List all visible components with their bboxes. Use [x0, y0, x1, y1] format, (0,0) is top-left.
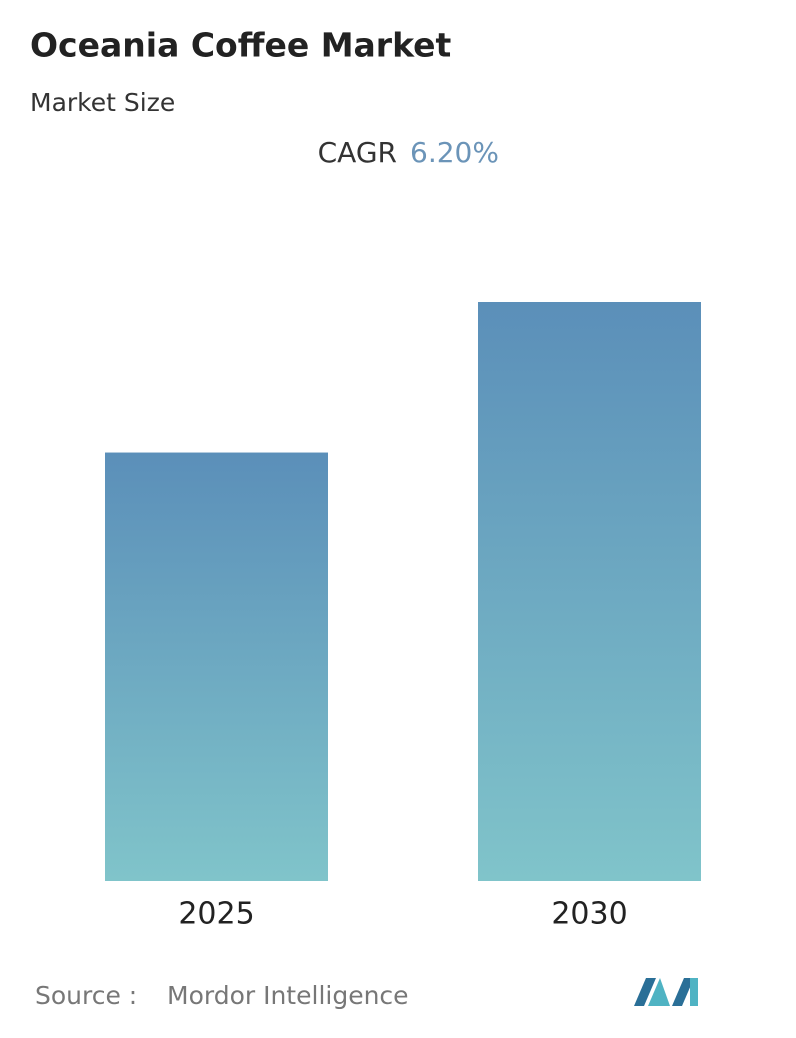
- cagr-value: 6.20%: [410, 136, 499, 169]
- x-tick-label: 2025: [178, 897, 254, 932]
- x-tick-label: 2030: [551, 897, 627, 932]
- chart-subtitle: Market Size: [30, 88, 175, 117]
- chart-title: Oceania Coffee Market: [30, 26, 452, 65]
- bar: [105, 452, 328, 881]
- bar: [478, 302, 701, 881]
- logo: [634, 978, 698, 1006]
- cagr-label: CAGR: [318, 136, 397, 169]
- source: Mordor Intelligence: [167, 981, 409, 1010]
- source-label: Source :: [35, 981, 137, 1010]
